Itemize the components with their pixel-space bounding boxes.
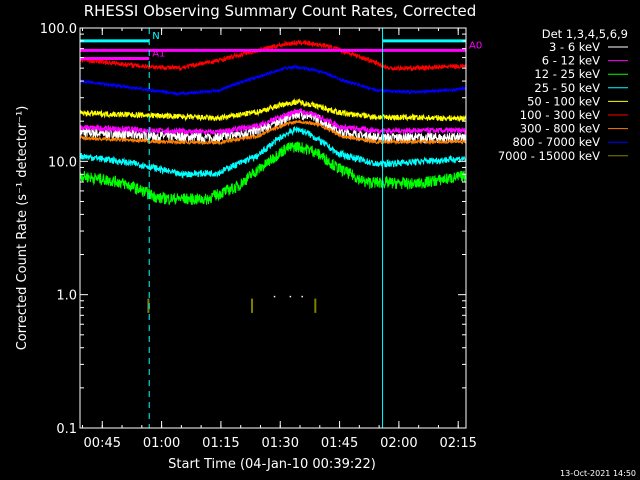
x-axis-label: Start Time (04-Jan-10 00:39:22): [168, 457, 376, 472]
series-line-7: [79, 64, 467, 97]
legend-entry-3: 25 - 50 keV: [534, 81, 600, 95]
series-line-4: [79, 97, 467, 123]
x-tick-label-0: 00:45: [84, 436, 121, 451]
y-axis-label: Corrected Count Rate (s⁻¹ detector⁻¹): [15, 106, 30, 351]
legend-entry-4: 50 - 100 keV: [527, 94, 600, 108]
series-line-5: [79, 39, 467, 72]
y-tick-label-3: 100.0: [40, 22, 77, 37]
legend-entry-2: 12 - 25 keV: [534, 67, 600, 81]
timestamp: 13-Oct-2021 14:50: [560, 469, 636, 478]
flag-layer: N A0 A1: [80, 31, 482, 61]
series-line-3: [79, 125, 467, 180]
x-tick-label-2: 01:15: [202, 436, 239, 451]
y-tick-label-0: 0.1: [56, 422, 77, 437]
plot-frame: [79, 27, 467, 429]
legend-entry-6: 300 - 800 keV: [520, 122, 600, 136]
x-tick-label-5: 02:00: [380, 436, 417, 451]
y-tick-label-2: 10.0: [48, 155, 77, 170]
axis-layer: 00:45 01:00 01:15 01:30 01:45 02:00 02:15 0.1 1.…: [40, 22, 477, 451]
legend-entry-5: 100 - 300 keV: [520, 108, 600, 122]
y-tick-label-1: 1.0: [56, 289, 77, 304]
series-line-1: [79, 107, 467, 136]
chart-title: RHESSI Observing Summary Count Rates, Co…: [84, 2, 477, 20]
series-line-2: [79, 141, 467, 206]
legend-title: Det 1,3,4,5,6,9: [542, 27, 628, 41]
legend-entry-8: 7000 - 15000 keV: [498, 149, 600, 163]
x-tick-label-4: 01:45: [321, 436, 358, 451]
x-tick-label-3: 01:30: [262, 436, 299, 451]
dot-0: [273, 295, 276, 298]
legend-entry-0: 3 - 6 keV: [549, 40, 600, 54]
dot-2: [301, 295, 303, 298]
x-tick-label-6: 02:15: [439, 436, 476, 451]
series-line-6: [79, 119, 467, 146]
dot-1: [289, 295, 292, 298]
legend-entry-7: 800 - 7000 keV: [512, 135, 600, 149]
legend-entry-1: 6 - 12 keV: [542, 54, 600, 68]
flag-label-2: A1: [152, 49, 165, 60]
x-tick-label-1: 01:00: [143, 436, 180, 451]
flag-label-1: A0: [469, 40, 482, 51]
series-layer: [79, 39, 467, 313]
flag-label-0: N: [152, 31, 159, 42]
